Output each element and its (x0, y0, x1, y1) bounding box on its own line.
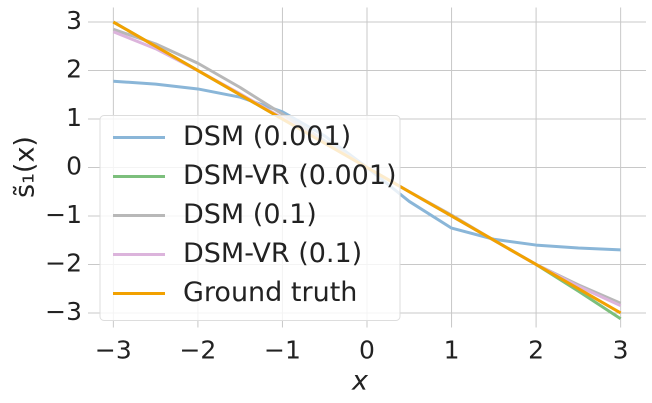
x-tick-label: 0 (359, 336, 375, 365)
legend-label: DSM (0.1) (183, 199, 317, 230)
y-tick-label: −2 (45, 248, 82, 277)
legend-label: DSM-VR (0.001) (183, 160, 397, 191)
legend: DSM (0.001) DSM-VR (0.001) DSM (0.1) DSM-VR… (99, 115, 401, 321)
y-tick-label: 3 (66, 6, 82, 35)
legend-label: DSM-VR (0.1) (183, 238, 362, 269)
y-tick-label: 0 (66, 152, 82, 181)
x-tick-label: −2 (179, 336, 216, 365)
y-tick-label: 2 (66, 55, 82, 84)
y-tick-label: −1 (45, 200, 82, 229)
x-axis-label: x (351, 366, 369, 397)
x-tick-label: 3 (613, 336, 629, 365)
legend-box (99, 115, 401, 321)
y-axis-label: s̃₁(x) (10, 136, 41, 198)
x-tick-label: −1 (264, 336, 301, 365)
x-tick-label: 2 (528, 336, 544, 365)
y-tick-label: −3 (45, 297, 82, 326)
legend-label: DSM (0.001) (183, 121, 351, 152)
x-tick-label: 1 (444, 336, 460, 365)
legend-label: Ground truth (183, 277, 357, 308)
y-tick-label: 1 (66, 103, 82, 132)
x-tick-label: −3 (95, 336, 132, 365)
